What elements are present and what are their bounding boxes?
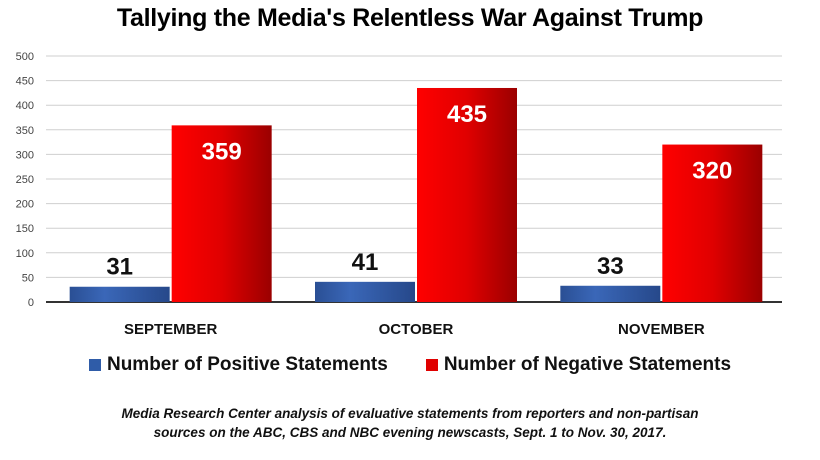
- y-tick-label: 50: [22, 272, 34, 284]
- bar-positive: [315, 281, 415, 302]
- bar-positive: [560, 285, 661, 302]
- chart-title: Tallying the Media's Relentless War Agai…: [116, 4, 704, 32]
- footnote: Media Research Center analysis of evalua…: [0, 404, 820, 442]
- bar-positive: [69, 286, 170, 302]
- gridlines: [46, 55, 782, 303]
- bars: [69, 87, 763, 302]
- bar-negative: [662, 144, 763, 302]
- legend-item-positive: Number of Positive Statements: [88, 354, 388, 376]
- y-tick-label: 0: [28, 297, 34, 309]
- legend-label-negative: Number of Negative Statements: [443, 354, 732, 375]
- bar-chart: 0 50 100 150 200 250 300 350 400 450 500 31 359 41 43…: [16, 51, 782, 338]
- data-labels: 31 359 41 435 33 320: [106, 101, 732, 281]
- y-tick-label: 400: [16, 100, 34, 112]
- x-tick-label: OCTOBER: [379, 321, 454, 338]
- legend-swatch-negative: [425, 359, 438, 371]
- data-label-negative: 320: [692, 158, 732, 185]
- legend-swatch-positive: [88, 359, 101, 371]
- y-tick-label: 250: [16, 174, 34, 186]
- x-axis-ticks: SEPTEMBER OCTOBER NOVEMBER: [124, 321, 705, 338]
- y-axis-ticks: 0 50 100 150 200 250 300 350 400 450 500: [16, 51, 34, 309]
- y-tick-label: 200: [16, 199, 34, 211]
- x-tick-label: SEPTEMBER: [124, 321, 218, 338]
- y-tick-label: 150: [16, 223, 34, 235]
- footnote-line-2: sources on the ABC, CBS and NBC evening …: [153, 425, 667, 440]
- footnote-line-1: Media Research Center analysis of evalua…: [121, 406, 699, 421]
- y-tick-label: 500: [16, 51, 34, 63]
- data-label-positive: 41: [352, 249, 379, 276]
- y-tick-label: 450: [16, 76, 34, 88]
- data-label-positive: 31: [106, 254, 133, 281]
- x-tick-label: NOVEMBER: [618, 321, 705, 338]
- legend-label-positive: Number of Positive Statements: [106, 354, 388, 375]
- y-tick-label: 350: [16, 125, 34, 137]
- legend: Number of Positive Statements Number of …: [0, 354, 820, 376]
- data-label-negative: 435: [447, 101, 487, 128]
- y-tick-label: 100: [16, 248, 34, 260]
- legend-item-negative: Number of Negative Statements: [425, 354, 732, 376]
- bar-negative: [417, 87, 517, 302]
- y-tick-label: 300: [16, 149, 34, 161]
- data-label-negative: 359: [202, 138, 242, 165]
- data-label-positive: 33: [597, 253, 624, 280]
- bar-negative: [171, 125, 272, 302]
